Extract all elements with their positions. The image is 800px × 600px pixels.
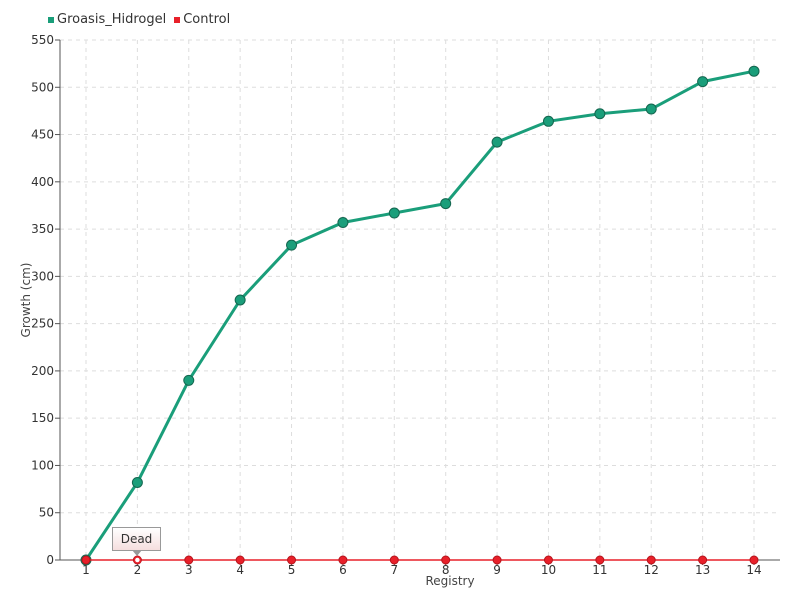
legend: Groasis_Hidrogel Control <box>48 12 230 27</box>
x-tick-label: 8 <box>442 563 450 577</box>
y-tick-label: 250 <box>31 317 54 331</box>
y-tick-label: 450 <box>31 128 54 142</box>
data-point <box>337 216 349 228</box>
x-tick-label: 12 <box>644 563 659 577</box>
data-point <box>646 555 656 565</box>
x-tick-label: 5 <box>288 563 296 577</box>
y-tick-label: 400 <box>31 175 54 189</box>
data-point <box>748 65 760 77</box>
data-point <box>389 555 399 565</box>
x-tick-label: 14 <box>746 563 761 577</box>
data-point <box>286 239 298 251</box>
data-point <box>697 76 709 88</box>
data-point <box>595 555 605 565</box>
tooltip-text: Dead <box>120 532 153 546</box>
y-tick-label: 100 <box>31 458 54 472</box>
legend-item-control[interactable]: Control <box>174 12 230 27</box>
x-tick-label: 6 <box>339 563 347 577</box>
data-point <box>749 555 759 565</box>
x-tick-label: 10 <box>541 563 556 577</box>
y-tick-label: 500 <box>31 80 54 94</box>
data-point <box>388 207 400 219</box>
data-point <box>131 476 143 488</box>
data-point <box>183 374 195 386</box>
x-tick-label: 9 <box>493 563 501 577</box>
x-tick-label: 2 <box>134 563 142 577</box>
x-tick-label: 11 <box>592 563 607 577</box>
y-tick-label: 50 <box>39 506 54 520</box>
data-point <box>440 198 452 210</box>
x-tick-label: 13 <box>695 563 710 577</box>
data-point <box>234 294 246 306</box>
data-point <box>594 108 606 120</box>
x-axis-title: Registry <box>425 574 474 588</box>
series-line <box>84 69 755 561</box>
y-tick-label: 0 <box>46 553 54 567</box>
data-point <box>543 555 553 565</box>
data-point <box>287 555 297 565</box>
data-point <box>492 555 502 565</box>
y-tick-label: 550 <box>31 33 54 47</box>
data-point-highlight <box>133 556 142 564</box>
x-tick-label: 1 <box>82 563 90 577</box>
tooltip-dead: Dead <box>112 527 161 551</box>
tooltip-arrow <box>132 550 142 556</box>
legend-swatch-control <box>174 16 181 23</box>
x-tick-label: 3 <box>185 563 193 577</box>
legend-item-groasis[interactable]: Groasis_Hidrogel <box>48 12 166 27</box>
data-point <box>542 115 554 127</box>
data-point <box>81 555 91 565</box>
x-tick-label: 4 <box>236 563 244 577</box>
grid <box>60 39 780 560</box>
series-layer <box>80 65 760 566</box>
y-tick-label: 200 <box>31 364 54 378</box>
y-tick-label: 150 <box>31 411 54 425</box>
data-point <box>338 555 348 565</box>
y-tick-label: 350 <box>31 222 54 236</box>
data-point <box>184 555 194 565</box>
legend-swatch-groasis <box>48 16 54 23</box>
x-tick-label: 7 <box>390 563 398 577</box>
data-point <box>441 555 451 565</box>
data-point <box>235 555 245 565</box>
data-point <box>491 136 503 148</box>
data-point <box>645 103 657 115</box>
y-tick-label: 300 <box>31 269 54 283</box>
legend-label-groasis: Groasis_Hidrogel <box>57 12 167 27</box>
legend-label-control: Control <box>183 12 231 27</box>
data-point <box>698 555 708 565</box>
y-axis-title: Growth (cm) <box>19 263 33 338</box>
